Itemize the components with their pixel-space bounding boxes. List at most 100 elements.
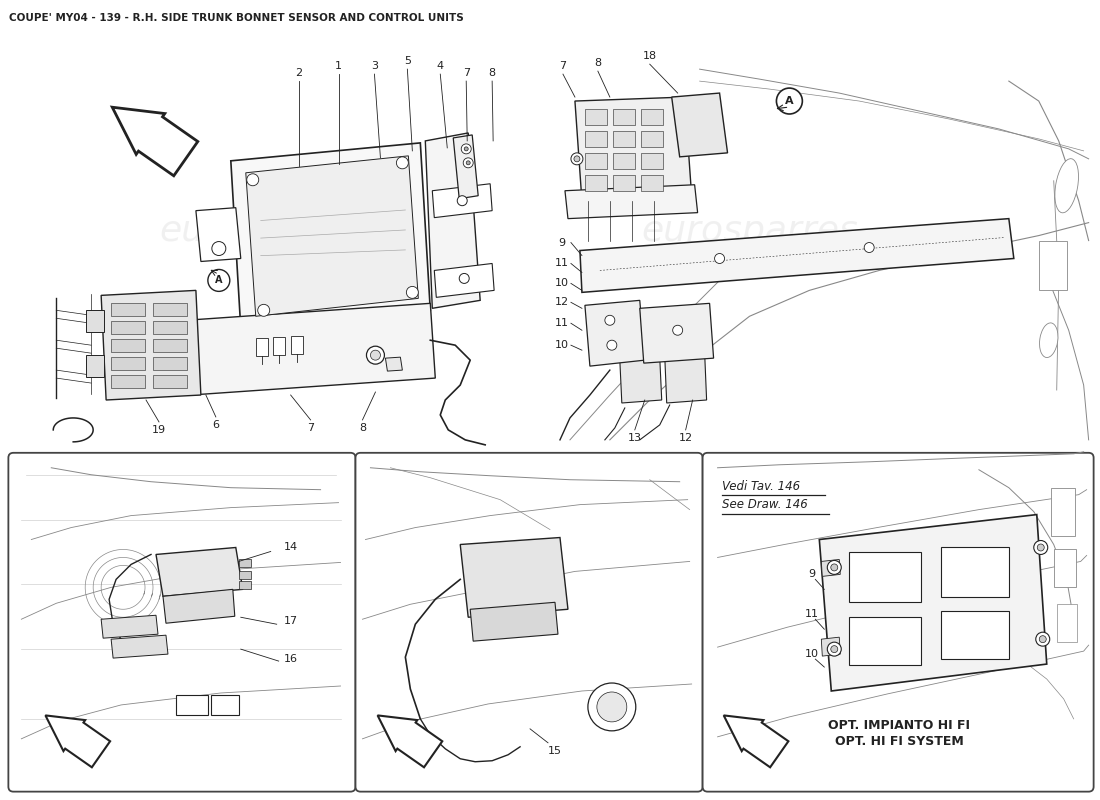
Circle shape xyxy=(827,642,842,656)
Circle shape xyxy=(605,315,615,326)
Text: OPT. IMPIANTO HI FI: OPT. IMPIANTO HI FI xyxy=(828,719,970,732)
Text: eurospares: eurospares xyxy=(160,214,362,247)
Text: 7: 7 xyxy=(463,68,470,78)
Polygon shape xyxy=(186,303,436,395)
Text: 18: 18 xyxy=(642,51,657,61)
Text: A: A xyxy=(216,275,222,286)
Circle shape xyxy=(406,286,418,298)
Bar xyxy=(111,375,145,388)
Bar xyxy=(211,695,239,715)
Polygon shape xyxy=(196,208,241,262)
Bar xyxy=(585,153,607,169)
Bar xyxy=(111,357,145,370)
Circle shape xyxy=(461,144,471,154)
Circle shape xyxy=(865,242,874,253)
Text: 7: 7 xyxy=(560,61,566,71)
Circle shape xyxy=(396,157,408,169)
Bar xyxy=(111,303,145,316)
Circle shape xyxy=(1040,636,1046,642)
Text: 5: 5 xyxy=(404,56,411,66)
Polygon shape xyxy=(385,357,403,371)
Bar xyxy=(86,355,104,377)
Text: 10: 10 xyxy=(556,340,569,350)
Bar xyxy=(1057,604,1077,642)
Polygon shape xyxy=(432,184,492,218)
Polygon shape xyxy=(426,133,481,308)
Circle shape xyxy=(830,646,838,653)
Circle shape xyxy=(212,242,226,255)
Text: 8: 8 xyxy=(359,423,366,433)
Bar xyxy=(153,303,187,316)
Polygon shape xyxy=(460,538,568,618)
Text: 6: 6 xyxy=(212,420,219,430)
Polygon shape xyxy=(619,357,662,403)
Polygon shape xyxy=(640,303,714,363)
Polygon shape xyxy=(822,559,840,576)
Circle shape xyxy=(597,692,627,722)
Text: A: A xyxy=(785,96,794,106)
Polygon shape xyxy=(672,93,727,157)
Circle shape xyxy=(257,304,270,316)
Bar xyxy=(86,310,104,332)
Polygon shape xyxy=(101,290,201,400)
Text: COUPE' MY04 - 139 - R.H. SIDE TRUNK BONNET SENSOR AND CONTROL UNITS: COUPE' MY04 - 139 - R.H. SIDE TRUNK BONN… xyxy=(10,14,464,23)
Ellipse shape xyxy=(1055,158,1078,213)
Circle shape xyxy=(587,683,636,731)
Circle shape xyxy=(246,174,258,186)
Text: 1: 1 xyxy=(336,61,342,71)
Polygon shape xyxy=(453,135,478,198)
Bar xyxy=(613,109,635,125)
Bar xyxy=(585,109,607,125)
Polygon shape xyxy=(470,602,558,641)
Text: 11: 11 xyxy=(804,610,818,619)
Circle shape xyxy=(208,270,230,291)
Circle shape xyxy=(459,274,470,283)
Bar xyxy=(111,339,145,352)
Polygon shape xyxy=(163,590,234,623)
Text: spareseuropa: spareseuropa xyxy=(91,586,280,614)
Bar xyxy=(641,153,662,169)
Polygon shape xyxy=(434,263,494,298)
Polygon shape xyxy=(111,635,168,658)
Bar xyxy=(940,547,1009,598)
Circle shape xyxy=(827,561,842,574)
Polygon shape xyxy=(575,97,692,201)
Circle shape xyxy=(371,350,381,360)
Polygon shape xyxy=(724,715,789,767)
Text: 8: 8 xyxy=(594,58,602,68)
Text: 8: 8 xyxy=(488,68,496,78)
Circle shape xyxy=(1034,541,1047,554)
Bar xyxy=(585,131,607,147)
Polygon shape xyxy=(101,615,158,638)
Polygon shape xyxy=(585,300,645,366)
Text: 2: 2 xyxy=(295,68,302,78)
Bar xyxy=(1050,488,1075,535)
FancyBboxPatch shape xyxy=(355,453,703,792)
Text: 9: 9 xyxy=(559,238,565,247)
Bar xyxy=(613,153,635,169)
Bar xyxy=(239,582,251,590)
Bar xyxy=(940,611,1009,659)
FancyBboxPatch shape xyxy=(703,453,1093,792)
Text: OPT. HI FI SYSTEM: OPT. HI FI SYSTEM xyxy=(835,735,964,748)
Text: 15: 15 xyxy=(548,746,562,756)
Circle shape xyxy=(777,88,802,114)
Polygon shape xyxy=(156,547,243,596)
Bar xyxy=(641,109,662,125)
Text: 14: 14 xyxy=(284,542,298,553)
Text: 7: 7 xyxy=(307,423,315,433)
Bar xyxy=(273,338,285,355)
Circle shape xyxy=(466,161,470,165)
Polygon shape xyxy=(112,107,198,176)
Text: 10: 10 xyxy=(556,278,569,289)
Text: 9: 9 xyxy=(807,570,815,579)
Text: See Draw. 146: See Draw. 146 xyxy=(722,498,807,510)
Text: 4: 4 xyxy=(437,61,443,71)
Text: 12: 12 xyxy=(554,298,569,307)
Bar xyxy=(585,174,607,190)
Text: 11: 11 xyxy=(556,318,569,328)
Circle shape xyxy=(574,156,580,162)
Text: 17: 17 xyxy=(284,616,298,626)
Polygon shape xyxy=(565,185,697,218)
Ellipse shape xyxy=(1040,323,1058,358)
